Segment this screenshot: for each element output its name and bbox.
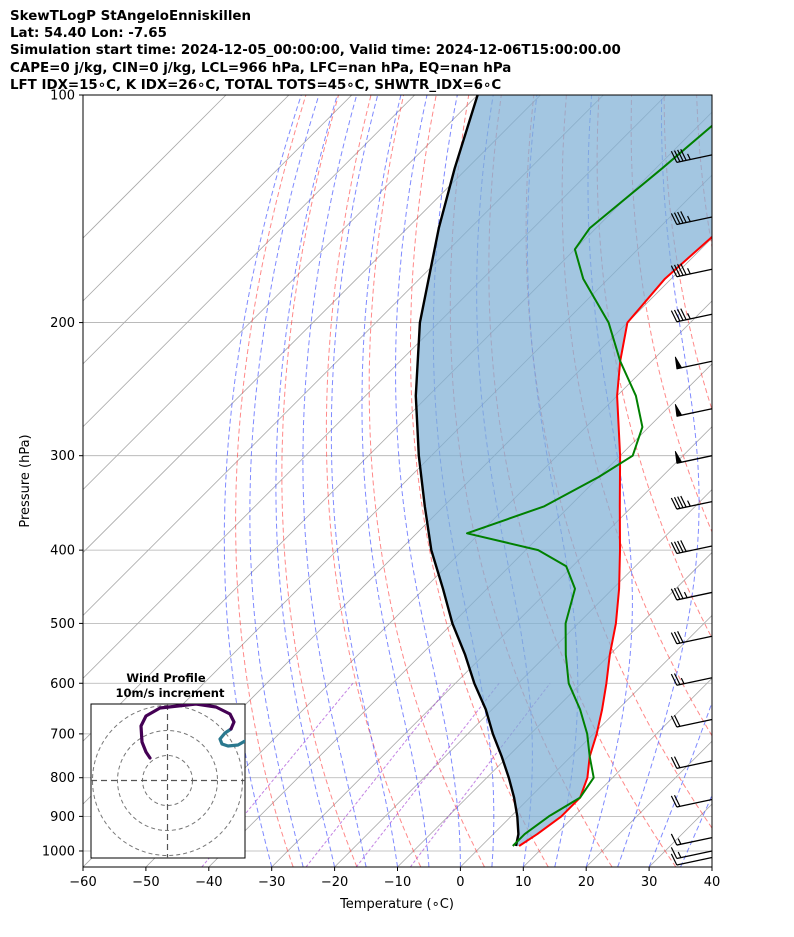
chart-title: SkewTLogP StAngeloEnniskillen bbox=[10, 9, 252, 24]
x-tick-label: −20 bbox=[321, 875, 348, 890]
isotherm-gridline bbox=[83, 95, 478, 491]
chart-header: SkewTLogP StAngeloEnniskillen Lat: 54.40… bbox=[10, 8, 621, 94]
hodograph-subtitle: 10m/s increment bbox=[116, 686, 225, 700]
moist-adiabat bbox=[330, 95, 398, 867]
x-tick-label: 0 bbox=[456, 875, 464, 890]
y-tick-label: 1000 bbox=[42, 844, 75, 859]
isotherm-gridline bbox=[711, 866, 712, 867]
moist-adiabat bbox=[648, 701, 712, 867]
hodograph-ring bbox=[117, 730, 218, 831]
wind-barb bbox=[674, 356, 713, 370]
isotherm-gridline bbox=[83, 95, 353, 365]
moist-adiabat bbox=[361, 95, 430, 867]
wind-barb bbox=[670, 587, 713, 601]
parcel-profile-line bbox=[414, 95, 520, 847]
dry-adiabat bbox=[729, 95, 794, 867]
parcel-temperature-shading bbox=[415, 95, 712, 846]
wind-barb bbox=[670, 714, 713, 728]
dry-adiabat bbox=[596, 95, 712, 640]
wind-barb bbox=[670, 853, 713, 866]
isotherm-gridline bbox=[83, 95, 227, 239]
wind-barb bbox=[670, 631, 713, 645]
isotherm-gridline bbox=[523, 677, 712, 867]
location-line: Lat: 54.40 Lon: -7.65 bbox=[10, 26, 167, 42]
wind-barb bbox=[670, 540, 713, 555]
x-tick-label: −40 bbox=[195, 875, 222, 890]
y-tick-label: 200 bbox=[50, 316, 75, 331]
x-tick-label: −10 bbox=[384, 875, 411, 890]
y-tick-label: 700 bbox=[50, 727, 75, 742]
dewpoint-line bbox=[466, 124, 712, 847]
wind-barb bbox=[670, 673, 713, 686]
dry-adiabat bbox=[235, 95, 307, 867]
hodograph-trace-upper bbox=[139, 704, 236, 760]
moist-adiabat bbox=[275, 95, 338, 867]
hodograph-title: Wind Profile bbox=[126, 671, 206, 685]
y-axis-label: Pressure (hPa) bbox=[18, 434, 33, 527]
y-tick-label: 900 bbox=[50, 810, 75, 825]
x-axis-label: Temperature (∘C) bbox=[339, 897, 454, 912]
x-tick-label: 10 bbox=[515, 875, 532, 890]
wind-barb bbox=[670, 495, 713, 510]
x-tick-label: 30 bbox=[641, 875, 658, 890]
isotherm-gridline bbox=[83, 95, 290, 302]
wind-barb bbox=[670, 148, 713, 163]
wind-barb bbox=[670, 211, 713, 226]
isotherm-gridline bbox=[83, 95, 415, 428]
moist-adiabat bbox=[711, 865, 712, 867]
hodograph-trace-lower bbox=[218, 727, 245, 748]
indices-line-1: CAPE=0 j/kg, CIN=0 j/kg, LCL=966 hPa, LF… bbox=[10, 60, 512, 76]
temperature-line bbox=[518, 235, 712, 847]
x-tick-label: −60 bbox=[69, 875, 96, 890]
isotherm-gridline bbox=[334, 489, 712, 867]
y-tick-label: 400 bbox=[50, 544, 75, 559]
dry-adiabat bbox=[281, 95, 358, 867]
y-tick-label: 800 bbox=[50, 771, 75, 786]
x-tick-label: −50 bbox=[132, 875, 159, 890]
isotherm-gridline bbox=[83, 95, 541, 554]
dry-adiabat bbox=[762, 95, 794, 867]
mixing-ratio-line bbox=[305, 682, 452, 867]
moist-adiabat bbox=[395, 95, 461, 867]
mixing-ratio-line bbox=[355, 682, 500, 867]
wind-barb bbox=[670, 263, 713, 278]
wind-barb bbox=[670, 847, 713, 860]
moist-adiabat bbox=[302, 95, 367, 867]
time-line: Simulation start time: 2024-12-05_00:00:… bbox=[10, 43, 621, 59]
moist-adiabat bbox=[249, 95, 320, 867]
y-tick-label: 600 bbox=[50, 677, 75, 692]
moist-adiabat bbox=[617, 95, 700, 867]
wind-barb bbox=[670, 756, 713, 769]
dry-adiabat bbox=[368, 95, 485, 867]
x-tick-label: 20 bbox=[578, 875, 595, 890]
moist-adiabat bbox=[680, 794, 712, 867]
indices-line-2: LFT IDX=15∘C, K IDX=26∘C, TOTAL TOTS=45∘… bbox=[10, 77, 502, 93]
y-tick-label: 300 bbox=[50, 449, 75, 464]
dry-adiabat bbox=[663, 95, 712, 412]
wind-barb bbox=[670, 833, 713, 846]
isotherm-gridline bbox=[271, 426, 712, 867]
wind-barb bbox=[670, 308, 713, 323]
moist-adiabat bbox=[223, 95, 302, 867]
wind-barb bbox=[674, 451, 713, 464]
wind-barb bbox=[674, 404, 713, 417]
y-tick-label: 100 bbox=[50, 89, 75, 104]
x-tick-label: −30 bbox=[258, 875, 285, 890]
wind-barb bbox=[670, 794, 713, 808]
y-tick-label: 500 bbox=[50, 617, 75, 632]
x-tick-label: 40 bbox=[704, 875, 721, 890]
